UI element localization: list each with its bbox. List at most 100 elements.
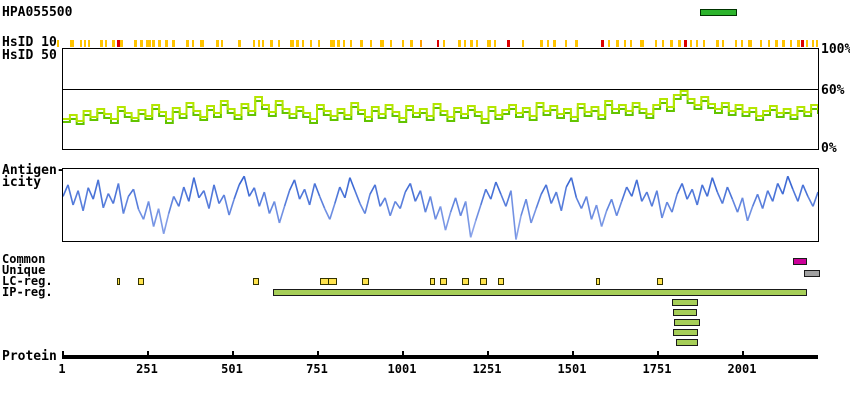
hsid10-segment <box>105 40 107 47</box>
hsid10-segment <box>812 40 814 47</box>
hsid10-segment <box>630 40 632 47</box>
hsid10-segment <box>290 40 294 47</box>
hsid10-segment <box>112 40 115 47</box>
hsid10-segment <box>741 40 743 47</box>
antigenicity-chart <box>63 175 818 240</box>
hsid10-segment <box>487 40 491 47</box>
hsid10-segment <box>117 40 120 47</box>
protein-axis-label: Protein <box>2 349 57 364</box>
hsid10-segment <box>262 40 264 47</box>
hsid10-segment <box>696 40 698 47</box>
hsid10-segment <box>760 40 762 47</box>
hsid10-segment <box>216 40 219 47</box>
hsid10-segment <box>57 40 59 47</box>
protein-axis-tick <box>317 351 319 355</box>
hsid10-segment <box>670 40 673 47</box>
hsid10-segment <box>420 40 422 47</box>
hsid10-segment <box>152 40 155 47</box>
protein-axis-tick-label: 251 <box>136 362 158 376</box>
hsid10-segment <box>310 40 312 47</box>
hsid50-label: HsID 50 <box>2 48 57 63</box>
hsid10-segment <box>437 40 439 47</box>
hsid10-segment <box>80 40 82 47</box>
antigenicity-label-line2: icity <box>2 175 42 190</box>
lc-region-bar <box>253 278 259 285</box>
hsid10-segment <box>797 40 800 47</box>
hsid10-segment <box>134 40 137 47</box>
ytick-100: 100% <box>821 42 850 57</box>
sixty-percent-gridline <box>63 89 818 90</box>
antigenicity-label-line1: Antigen- <box>2 163 65 178</box>
hsid10-segment <box>806 40 808 47</box>
hsid10-segment <box>165 40 168 47</box>
hsid10-segment <box>88 40 90 47</box>
hsid10-segment <box>522 40 524 47</box>
hsid10-segment <box>278 40 280 47</box>
hsid10-segment <box>768 40 770 47</box>
hsid10-segment <box>722 40 724 47</box>
protein-axis-tick <box>742 351 744 355</box>
hsid10-label: HsID 10 <box>2 35 57 50</box>
antigenicity-plot <box>62 168 819 242</box>
hsid10-segment <box>494 40 496 47</box>
hsid10-segment <box>678 40 681 47</box>
hsid10-segment <box>476 40 478 47</box>
hsid10-segment <box>343 40 345 47</box>
hsid10-segment <box>258 40 260 47</box>
hsid10-segment <box>221 40 223 47</box>
hsid10-segment <box>172 40 175 47</box>
hsid10-segment <box>816 40 818 47</box>
hsid10-segment <box>640 40 644 47</box>
protein-axis-tick-label: 751 <box>306 362 328 376</box>
suggested-region-bar <box>674 319 700 326</box>
hsid10-segment <box>703 40 705 47</box>
hsid10-segment <box>575 40 578 47</box>
hsid10-segment <box>601 40 604 47</box>
suggested-region-bar <box>672 299 698 306</box>
hsid10-segment <box>655 40 657 47</box>
protein-axis-tick <box>657 351 659 355</box>
protein-axis-tick-label: 1751 <box>642 362 672 376</box>
hsid10-segment <box>270 40 273 47</box>
hsid10-segment <box>186 40 189 47</box>
protein-axis-tick <box>62 351 64 355</box>
hsid10-segment <box>716 40 719 47</box>
lc-region-bar <box>430 278 435 285</box>
hsid10-segment <box>302 40 304 47</box>
lc-region-bar <box>657 278 663 285</box>
hsid10-track <box>0 40 850 47</box>
hsid10-segment <box>624 40 626 47</box>
ytick-0: 0% <box>821 141 837 156</box>
common-region-bar <box>793 258 807 265</box>
lc-region-bar <box>117 278 120 285</box>
hsid10-segment <box>410 40 413 47</box>
suggested-region-bar <box>673 309 697 316</box>
hsid10-segment <box>684 40 687 47</box>
protein-axis-tick-label: 1001 <box>387 362 417 376</box>
protein-axis-tick <box>147 351 149 355</box>
suggested-region-bar <box>673 329 698 336</box>
hsid10-segment <box>608 40 610 47</box>
hsid10-segment <box>238 40 241 47</box>
protein-axis-tick-label: 1251 <box>472 362 502 376</box>
hsid10-segment <box>540 40 543 47</box>
hsid10-segment <box>775 40 778 47</box>
protein-axis-tick-label: 501 <box>221 362 243 376</box>
hsid10-segment <box>140 40 143 47</box>
hsid10-segment <box>192 40 194 47</box>
antigen-region-bar <box>700 9 737 16</box>
hsid10-segment <box>84 40 86 47</box>
hsid10-segment <box>565 40 567 47</box>
hsid10-segment <box>801 40 804 47</box>
hsid50-plot <box>62 48 819 150</box>
hsid10-segment <box>370 40 372 47</box>
hsid10-segment <box>380 40 384 47</box>
lc-region-bar <box>440 278 447 285</box>
antigen-id-label: HPA055500 <box>2 5 73 20</box>
hsid10-segment <box>390 40 392 47</box>
hsid10-segment <box>318 40 320 47</box>
hsid10-segment <box>507 40 510 47</box>
hsid10-segment <box>662 40 664 47</box>
lc-region-bar <box>480 278 487 285</box>
hsid10-segment <box>402 40 404 47</box>
